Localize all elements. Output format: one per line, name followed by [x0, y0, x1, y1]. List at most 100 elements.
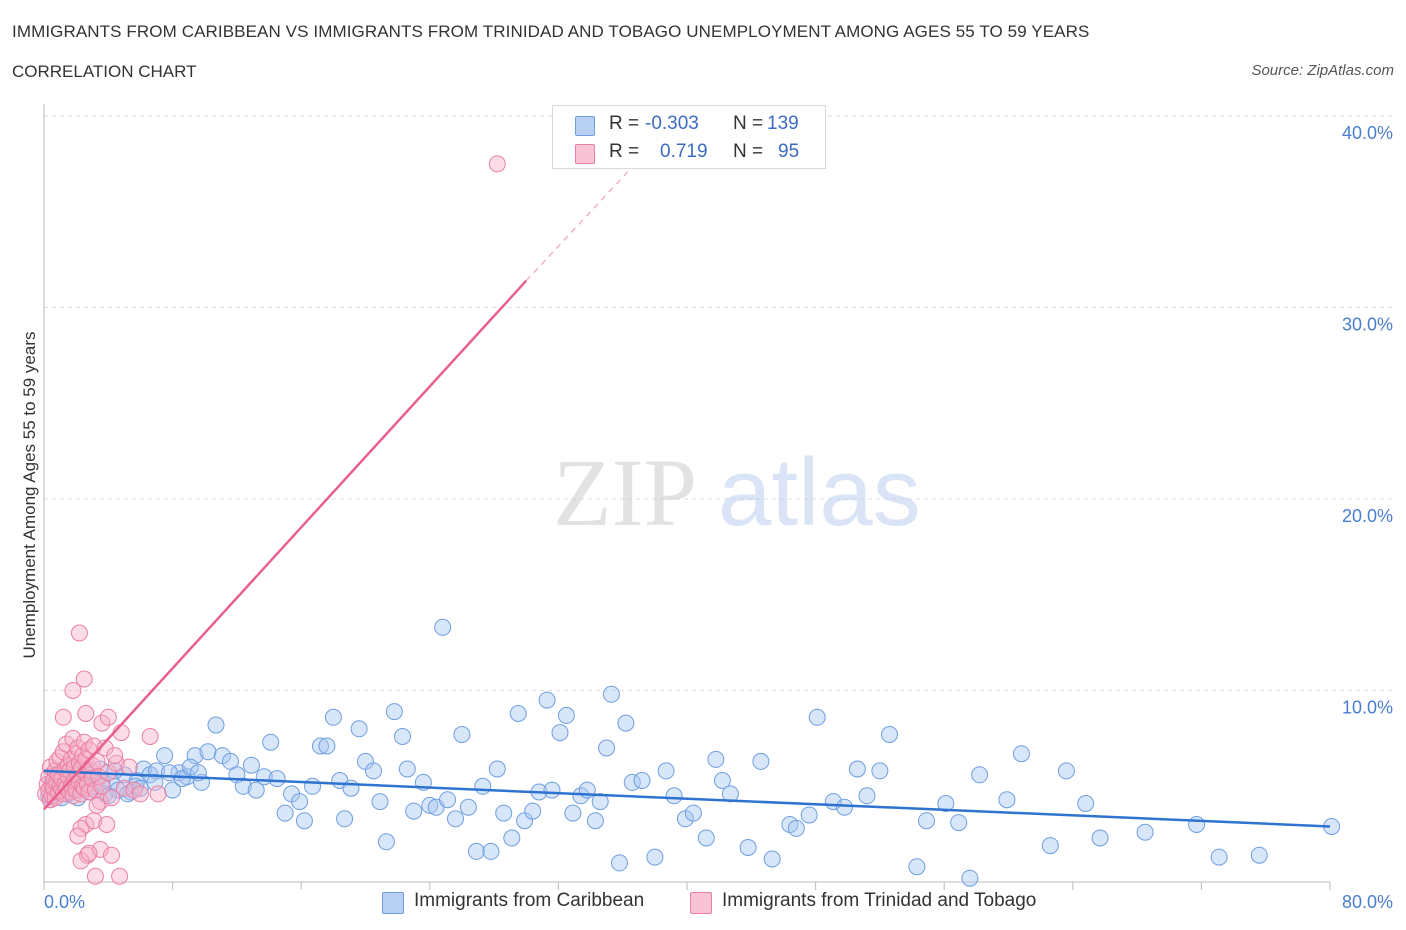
series-trinidad-points: [37, 155, 506, 885]
caribbean-point: [377, 833, 395, 851]
caribbean-point: [304, 777, 321, 795]
watermark-atlas: atlas: [718, 439, 921, 546]
caribbean-point: [633, 772, 651, 789]
caribbean-point: [739, 839, 757, 856]
caribbean-point: [564, 804, 582, 822]
y-tick-label: 20.0%: [1342, 506, 1393, 526]
bottom-legend-label-caribbean: Immigrants from Caribbean: [414, 890, 645, 911]
caribbean-point: [398, 760, 416, 778]
y-tick-label: 30.0%: [1342, 315, 1393, 335]
caribbean-point: [350, 720, 368, 738]
caribbean-point: [611, 854, 628, 872]
caribbean-point: [1012, 745, 1030, 763]
caribbean-point: [434, 618, 452, 636]
legend-r-label: R =: [609, 113, 640, 134]
caribbean-point: [394, 728, 411, 745]
caribbean-point: [713, 772, 731, 789]
caribbean-point: [488, 760, 506, 778]
trinidad-point: [75, 670, 93, 688]
legend-n-label: N =: [733, 141, 764, 162]
trinidad-point: [91, 840, 109, 858]
caribbean-point: [503, 829, 521, 847]
caribbean-point: [318, 737, 336, 755]
caribbean-point: [291, 793, 309, 811]
caribbean-point: [800, 806, 818, 824]
trinidad-point: [120, 758, 138, 776]
caribbean-point: [295, 812, 313, 830]
caribbean-point: [276, 804, 294, 822]
caribbean-point: [617, 714, 635, 732]
caribbean-point: [268, 770, 286, 788]
caribbean-point: [1091, 829, 1109, 847]
legend-n-value: 95: [778, 141, 800, 162]
caribbean-point: [697, 829, 715, 847]
y-axis-tick-labels: 10.0% 20.0% 30.0% 40.0%: [1342, 123, 1393, 718]
trinidad-point: [80, 844, 98, 862]
watermark-zip: ZIP: [553, 439, 697, 546]
caribbean-point: [543, 781, 561, 799]
caribbean-point: [591, 793, 609, 811]
caribbean-point: [524, 802, 542, 820]
chart-title: IMMIGRANTS FROM CARIBBEAN VS IMMIGRANTS …: [12, 22, 1090, 41]
trinidad-point: [70, 624, 88, 642]
caribbean-point: [1041, 837, 1059, 855]
caribbean-point: [721, 785, 739, 803]
legend-n-value: 139: [767, 113, 799, 134]
trinidad-point: [99, 708, 117, 726]
caribbean-point: [657, 762, 675, 780]
caribbean-point: [247, 781, 265, 799]
trend-line-caribbean: [43, 769, 1331, 828]
caribbean-point: [998, 791, 1016, 809]
trinidad-point: [103, 789, 120, 807]
caribbean-point: [342, 779, 360, 797]
caribbean-point: [371, 793, 389, 811]
caribbean-point: [836, 798, 853, 816]
caribbean-point: [459, 798, 477, 816]
y-tick-label: 10.0%: [1342, 698, 1393, 718]
x-tick-label-max: 80.0%: [1342, 892, 1393, 912]
legend-r-value: -0.303: [645, 113, 699, 134]
caribbean-point: [242, 756, 260, 774]
caribbean-point: [808, 708, 826, 726]
caribbean-point: [405, 802, 423, 820]
caribbean-point: [1188, 816, 1206, 833]
caribbean-point: [586, 812, 604, 830]
caribbean-point: [538, 691, 556, 709]
trinidad-point: [111, 867, 129, 885]
caribbean-point: [439, 791, 456, 809]
legend-r-label: R =: [609, 141, 640, 162]
caribbean-point: [1210, 848, 1228, 866]
legend-r-value: 0.719: [660, 141, 708, 162]
caribbean-point: [971, 766, 989, 784]
legend-n-label: N =: [733, 113, 764, 134]
trinidad-point: [103, 846, 120, 864]
trinidad-point: [93, 714, 111, 732]
caribbean-point: [447, 810, 464, 828]
caribbean-point: [665, 787, 683, 805]
caribbean-point: [707, 750, 725, 768]
trinidad-point: [106, 747, 124, 765]
caribbean-point: [598, 739, 616, 757]
trinidad-point: [69, 827, 87, 845]
trinidad-point: [131, 785, 149, 803]
caribbean-point: [482, 842, 500, 860]
trinidad-point: [54, 708, 72, 726]
caribbean-point: [752, 752, 770, 770]
caribbean-point: [551, 724, 569, 742]
trinidad-point: [85, 812, 103, 830]
caribbean-point: [1136, 823, 1154, 841]
trinidad-point: [488, 155, 506, 173]
gridlines: [44, 115, 1393, 691]
caribbean-point: [336, 810, 354, 828]
series-caribbean-points: [40, 618, 1341, 887]
trend-line-trinidad: [43, 279, 528, 811]
correlation-legend: R = -0.303 N = 139 R = 0.719 N = 95: [552, 105, 826, 169]
legend-swatch-pink: [575, 144, 595, 164]
caribbean-point: [908, 858, 926, 876]
trinidad-point: [77, 705, 95, 722]
trinidad-point: [141, 728, 159, 745]
caribbean-point: [572, 787, 590, 805]
caribbean-point: [495, 804, 513, 822]
caribbean-point: [684, 804, 702, 822]
caribbean-point: [881, 726, 898, 743]
